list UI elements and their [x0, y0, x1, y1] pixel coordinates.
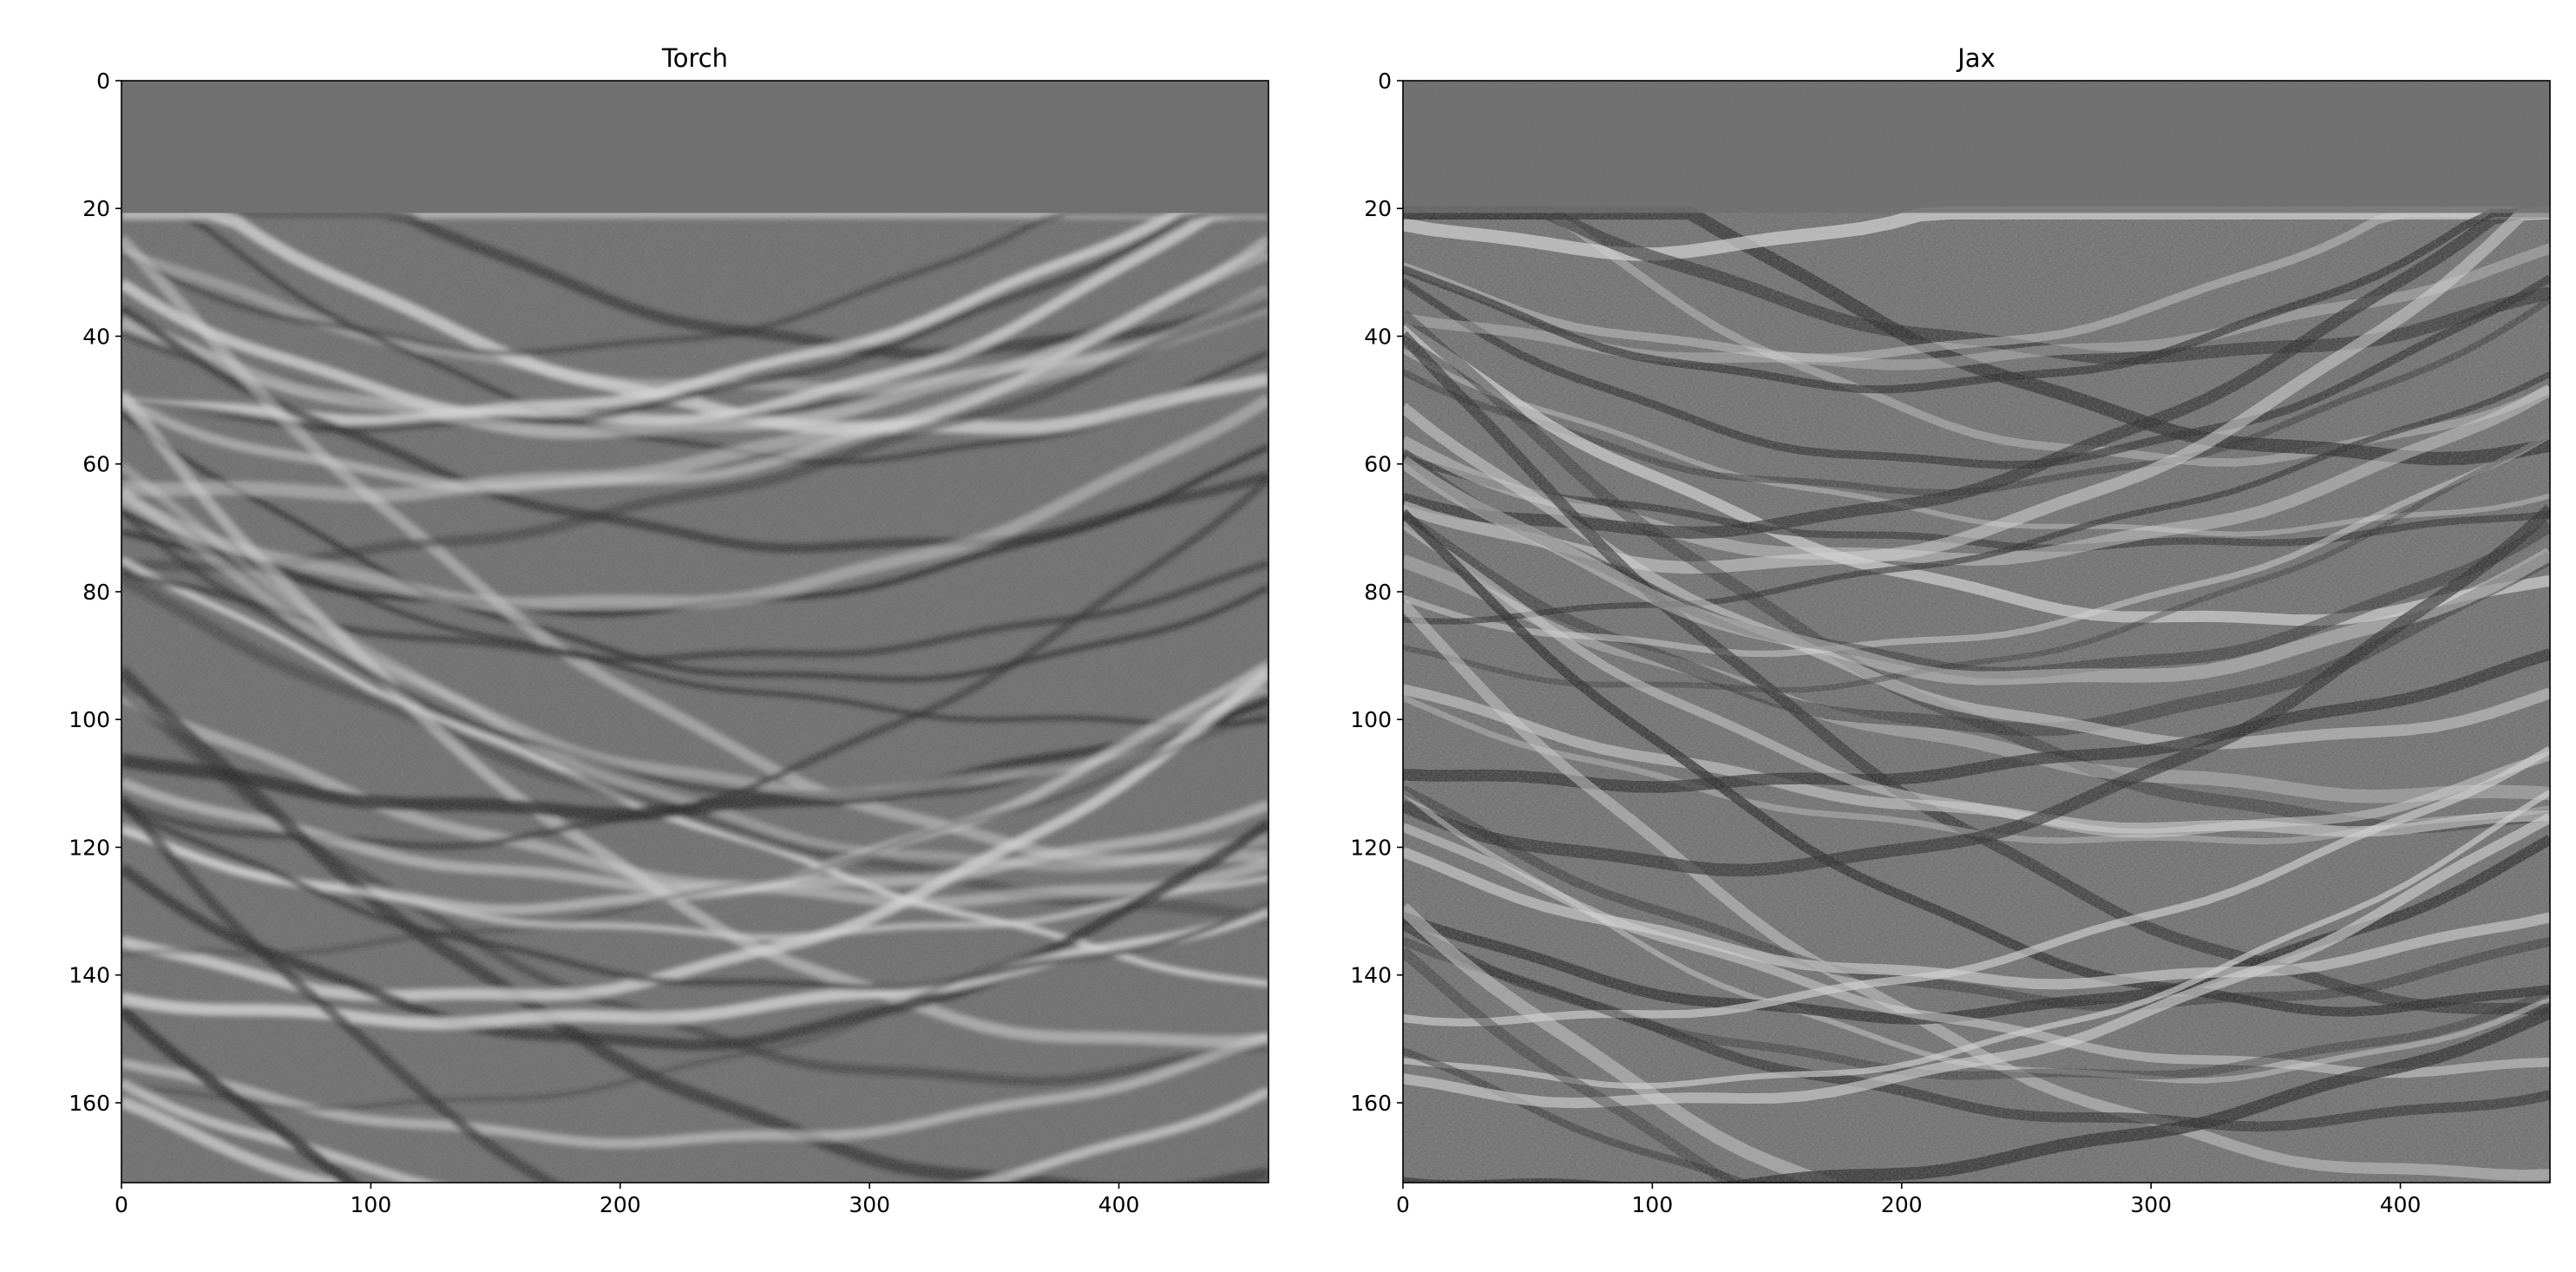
x-tick-label: 0 — [115, 1192, 128, 1217]
y-tick-label: 0 — [96, 69, 110, 94]
y-tick-label: 100 — [1350, 707, 1392, 732]
image-noise — [121, 81, 1268, 1183]
y-tick-label: 120 — [1350, 835, 1392, 860]
y-tick-label: 160 — [1350, 1091, 1392, 1116]
y-tick-label: 80 — [82, 580, 110, 605]
y-tick-label: 120 — [69, 835, 110, 860]
x-tick-label: 200 — [1881, 1192, 1923, 1217]
image-top-band — [1403, 81, 2550, 213]
y-tick-label: 140 — [69, 963, 110, 988]
y-tick-label: 20 — [1364, 196, 1392, 221]
x-tick-label: 100 — [351, 1192, 392, 1217]
x-tick-label: 300 — [849, 1192, 890, 1217]
y-tick-label: 40 — [1364, 324, 1392, 349]
y-tick-label: 100 — [69, 707, 110, 732]
y-tick-label: 40 — [82, 324, 110, 349]
axes-title: Torch — [661, 43, 728, 73]
y-tick-label: 140 — [1350, 963, 1392, 988]
x-tick-label: 400 — [2380, 1192, 2422, 1217]
y-tick-label: 60 — [1364, 452, 1392, 477]
x-tick-label: 400 — [1098, 1192, 1140, 1217]
axes-frame — [121, 80, 1269, 1183]
axes-title: Jax — [1956, 43, 1996, 73]
y-tick-label: 60 — [82, 452, 110, 477]
y-tick-label: 80 — [1364, 580, 1392, 605]
image-noise — [1403, 81, 2550, 1183]
axes-frame — [1402, 80, 2551, 1183]
y-tick-label: 160 — [69, 1091, 110, 1116]
y-tick-label: 0 — [1378, 69, 1392, 94]
x-tick-label: 300 — [2130, 1192, 2172, 1217]
image — [1403, 81, 2550, 1183]
x-tick-label: 200 — [600, 1192, 641, 1217]
image-top-band — [121, 81, 1268, 213]
image — [121, 81, 1268, 1183]
x-tick-label: 0 — [1396, 1192, 1410, 1217]
y-tick-label: 20 — [82, 196, 110, 221]
x-tick-label: 100 — [1632, 1192, 1674, 1217]
